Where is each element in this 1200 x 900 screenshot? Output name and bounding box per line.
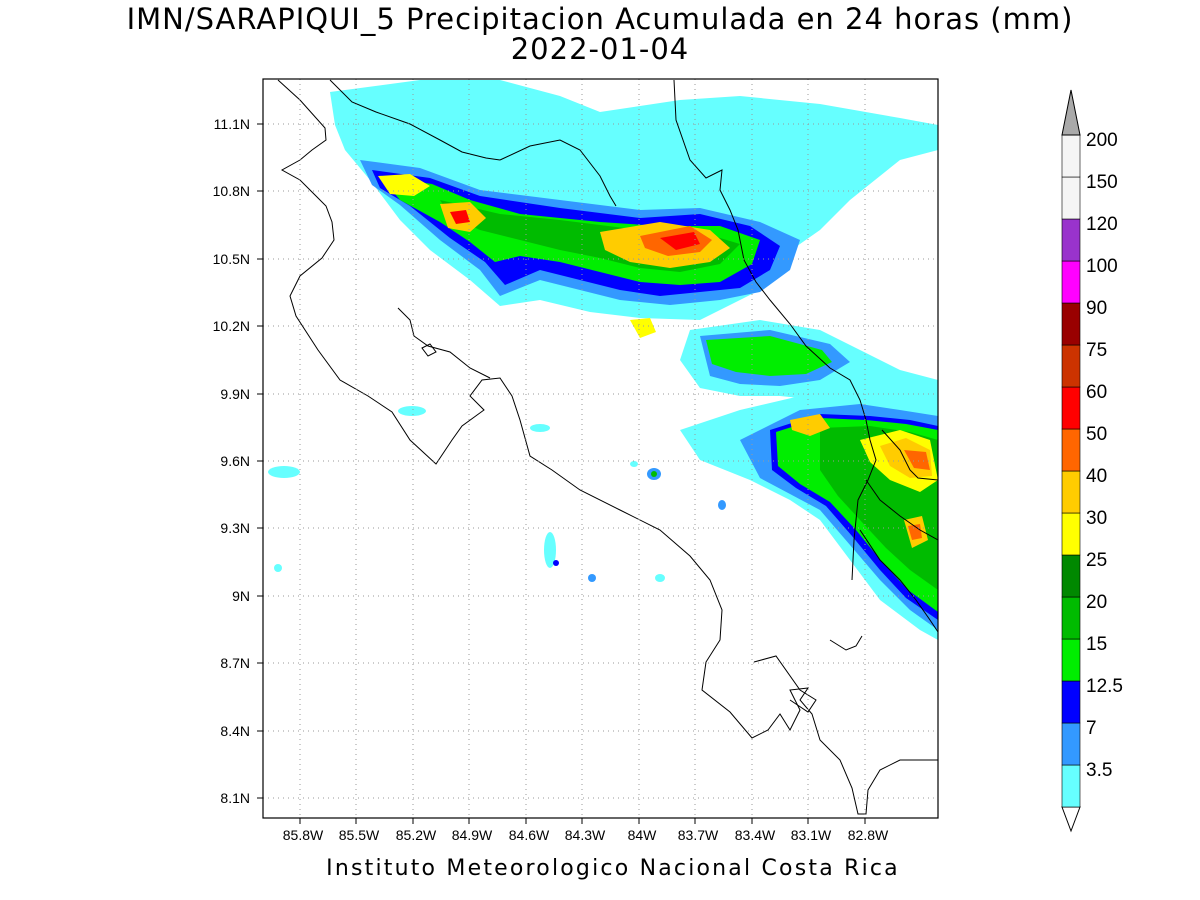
legend-label: 3.5 [1086,760,1112,781]
axis-ticks [257,123,866,824]
legend-label: 75 [1086,340,1107,361]
legend-label: 40 [1086,466,1107,487]
legend-label: 15 [1086,634,1107,655]
legend-low-triangle [1061,806,1081,833]
lat-label: 10.2N [213,318,250,334]
lat-label: 9N [232,588,250,604]
legend-swatch [1061,596,1081,640]
longitude-labels: 85.8W 85.5W 85.2W 84.9W 84.6W 84.3W 84W … [283,827,889,843]
legend-swatch [1061,302,1081,346]
map-date: 2022-01-04 [510,32,690,66]
legend-label: 7 [1086,718,1097,739]
lon-label: 85.2W [396,827,437,843]
legend-swatch [1061,218,1081,262]
legend-label: 200 [1086,130,1118,151]
legend-swatch [1061,344,1081,388]
legend-swatch [1061,722,1081,766]
lon-label: 85.5W [339,827,380,843]
map-title: IMN/SARAPIQUI_5 Precipitacion Acumulada … [126,2,1074,36]
lat-label: 8.1N [220,790,250,806]
lat-label: 9.6N [220,453,250,469]
lon-label: 83.1W [791,827,832,843]
lat-label: 10.8N [213,183,250,199]
legend-label: 30 [1086,508,1107,529]
lon-label: 82.8W [848,827,889,843]
lat-label: 9.9N [220,386,250,402]
lon-label: 83.4W [735,827,776,843]
legend-swatch [1061,134,1081,178]
lat-label: 11.1N [214,116,250,132]
legend-label: 50 [1086,424,1107,445]
legend-label: 120 [1086,214,1118,235]
legend-high-triangle [1061,89,1081,136]
lon-label: 84W [628,827,658,843]
legend-swatch [1061,512,1081,556]
legend-swatch [1061,470,1081,514]
legend-label: 60 [1086,382,1107,403]
coastline [277,79,938,815]
lon-label: 84.9W [452,827,493,843]
legend-swatch [1061,680,1081,724]
legend-labels: 3.5 7 12.5 15 20 25 30 40 50 60 75 90 10… [1086,130,1123,781]
legend-swatch [1061,428,1081,472]
legend-label: 25 [1086,550,1107,571]
legend-label: 150 [1086,172,1118,193]
lat-label: 10.5N [213,251,250,267]
legend-swatch [1061,764,1081,808]
legend-swatch [1061,176,1081,220]
legend-label: 20 [1086,592,1107,613]
latitude-labels: 11.1N 10.8N 10.5N 10.2N 9.9N 9.6N 9.3N 9… [213,116,250,806]
legend-swatch [1061,554,1081,598]
legend-swatch [1061,638,1081,682]
lat-label: 8.4N [220,723,250,739]
legend-swatch [1061,386,1081,430]
lat-label: 9.3N [220,520,250,536]
legend-label: 12.5 [1086,676,1123,697]
lon-label: 83.7W [678,827,719,843]
precipitation-field [268,80,938,640]
lat-label: 8.7N [220,655,250,671]
color-legend [1061,89,1081,833]
lon-label: 84.3W [565,827,606,843]
legend-swatch [1061,260,1081,304]
legend-label: 90 [1086,298,1107,319]
lon-label: 84.6W [509,827,550,843]
footer-credit: Instituto Meteorologico Nacional Costa R… [326,856,900,881]
gridlines [263,79,938,818]
lon-label: 85.8W [283,827,324,843]
plot-frame [262,78,939,819]
legend-label: 100 [1086,256,1118,277]
